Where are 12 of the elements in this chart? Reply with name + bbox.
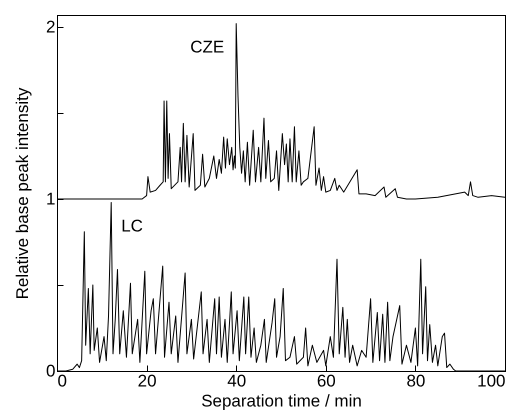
x-tick-label: 100 [477, 372, 506, 390]
x-tick-label: 80 [406, 372, 426, 390]
y-tick-label: 2 [46, 18, 56, 37]
series-label: LC [121, 216, 143, 236]
x-tick-label: 40 [227, 372, 246, 390]
x-tick-label: 20 [138, 372, 157, 390]
x-axis-title: Separation time / min [201, 392, 362, 410]
y-axis-title: Relative base peak intensity [13, 87, 32, 300]
x-tick-label: 0 [58, 372, 67, 390]
y-tick-label: 1 [46, 190, 56, 209]
series-label: CZE [190, 38, 224, 57]
x-tick-label: 60 [316, 372, 336, 390]
